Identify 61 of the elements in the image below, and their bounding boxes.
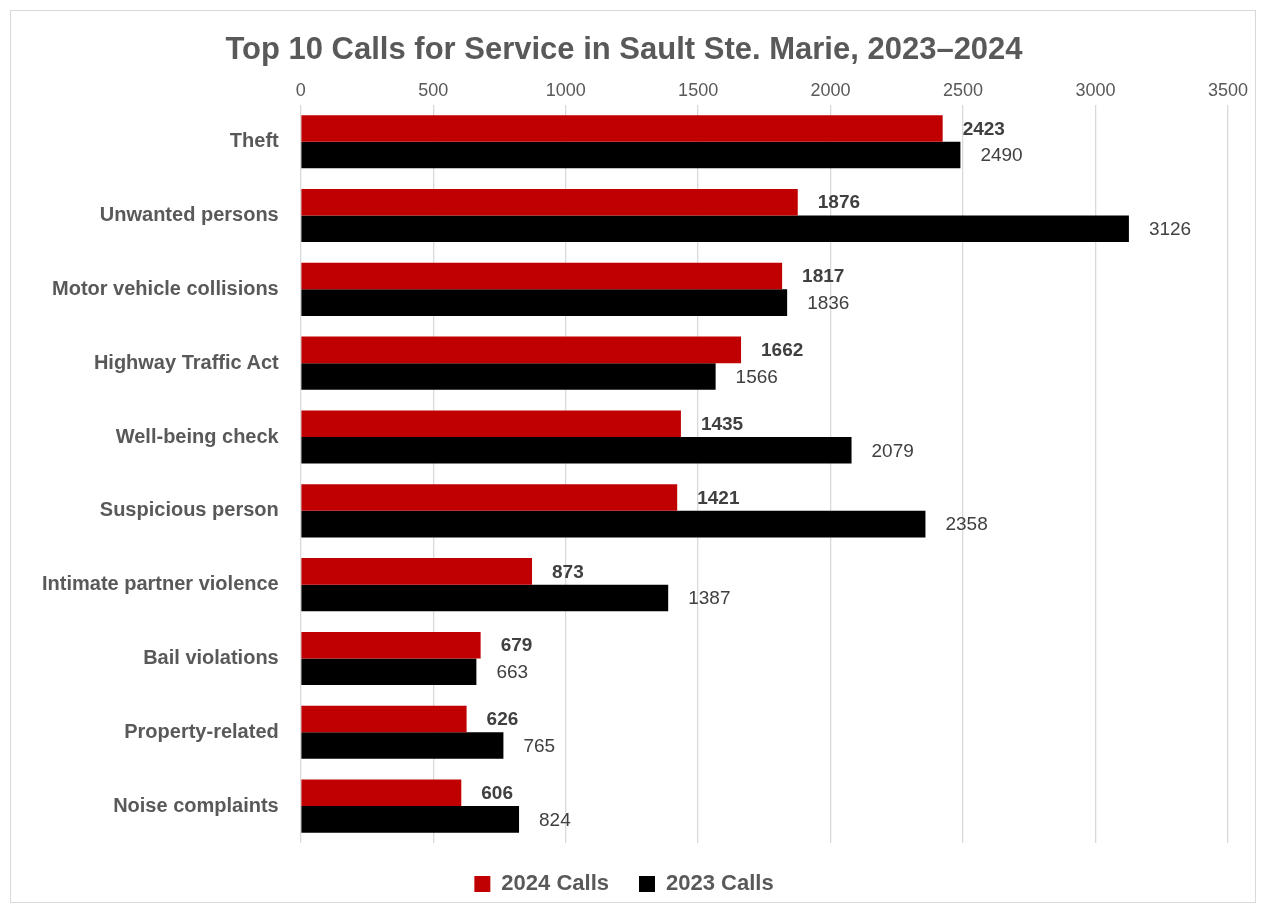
data-label: 606 <box>481 782 513 804</box>
data-label: 1876 <box>817 191 861 213</box>
bar <box>301 436 852 464</box>
bar <box>301 484 678 511</box>
bar <box>301 115 943 142</box>
x-tick-label: 1000 <box>545 79 586 100</box>
y-tick-label: Theft <box>229 129 280 152</box>
data-label: 1836 <box>807 291 850 313</box>
data-label: 2423 <box>962 117 1005 139</box>
bar <box>301 188 798 216</box>
bar <box>301 806 520 833</box>
bar <box>301 658 477 686</box>
data-label: 1566 <box>735 365 778 387</box>
bar <box>301 363 716 390</box>
y-tick-label: Noise complaints <box>113 793 279 816</box>
y-tick-label: Highway Traffic Act <box>93 350 280 373</box>
x-tick-label: 500 <box>418 79 449 100</box>
bar <box>301 289 788 316</box>
data-label: 1817 <box>802 265 845 287</box>
x-tick-label: 1500 <box>678 79 719 100</box>
y-tick-label: Property-related <box>124 719 279 742</box>
data-label: 679 <box>500 634 533 656</box>
chart-title: Top 10 Calls for Service in Sault Ste. Marie, 2023–2024 <box>225 31 1024 67</box>
data-label: 1435 <box>700 412 744 434</box>
data-label: 626 <box>486 708 519 730</box>
x-tick-label: 2000 <box>810 79 851 100</box>
bar <box>301 510 926 538</box>
y-tick-label: Suspicious person <box>99 498 279 521</box>
bar <box>301 732 504 759</box>
data-label: 2079 <box>871 439 914 461</box>
data-label: 1662 <box>761 339 804 361</box>
x-tick-label: 3000 <box>1075 79 1116 100</box>
data-label: 873 <box>552 560 584 582</box>
bar <box>301 410 681 437</box>
y-tick-label: Motor vehicle collisions <box>52 276 279 299</box>
bar <box>301 336 742 364</box>
y-tick-label: Well-being check <box>115 424 280 447</box>
bar <box>301 215 1129 243</box>
data-label: 765 <box>523 734 556 756</box>
data-label: 2490 <box>980 144 1023 166</box>
y-tick-label: Bail violations <box>143 645 279 668</box>
x-tick-label: 2500 <box>943 79 984 100</box>
bar <box>301 262 783 290</box>
bar <box>301 558 533 585</box>
bar <box>301 779 462 807</box>
y-tick-label: Unwanted persons <box>99 203 279 226</box>
bar <box>301 141 961 169</box>
data-label: 2358 <box>945 513 988 535</box>
data-label: 3126 <box>1148 218 1192 240</box>
y-tick-label: Intimate partner violence <box>41 572 279 595</box>
bar <box>301 584 669 612</box>
bar <box>301 705 467 733</box>
x-tick-label: 0 <box>295 79 306 100</box>
legend-label: 2024 Calls <box>501 870 609 896</box>
data-label: 824 <box>539 808 572 830</box>
data-label: 1421 <box>697 486 740 508</box>
data-label: 663 <box>496 660 529 682</box>
data-label: 1387 <box>688 587 731 609</box>
legend-label: 2023 Calls <box>666 870 774 896</box>
x-tick-label: 3500 <box>1207 79 1249 100</box>
bar <box>301 631 481 659</box>
